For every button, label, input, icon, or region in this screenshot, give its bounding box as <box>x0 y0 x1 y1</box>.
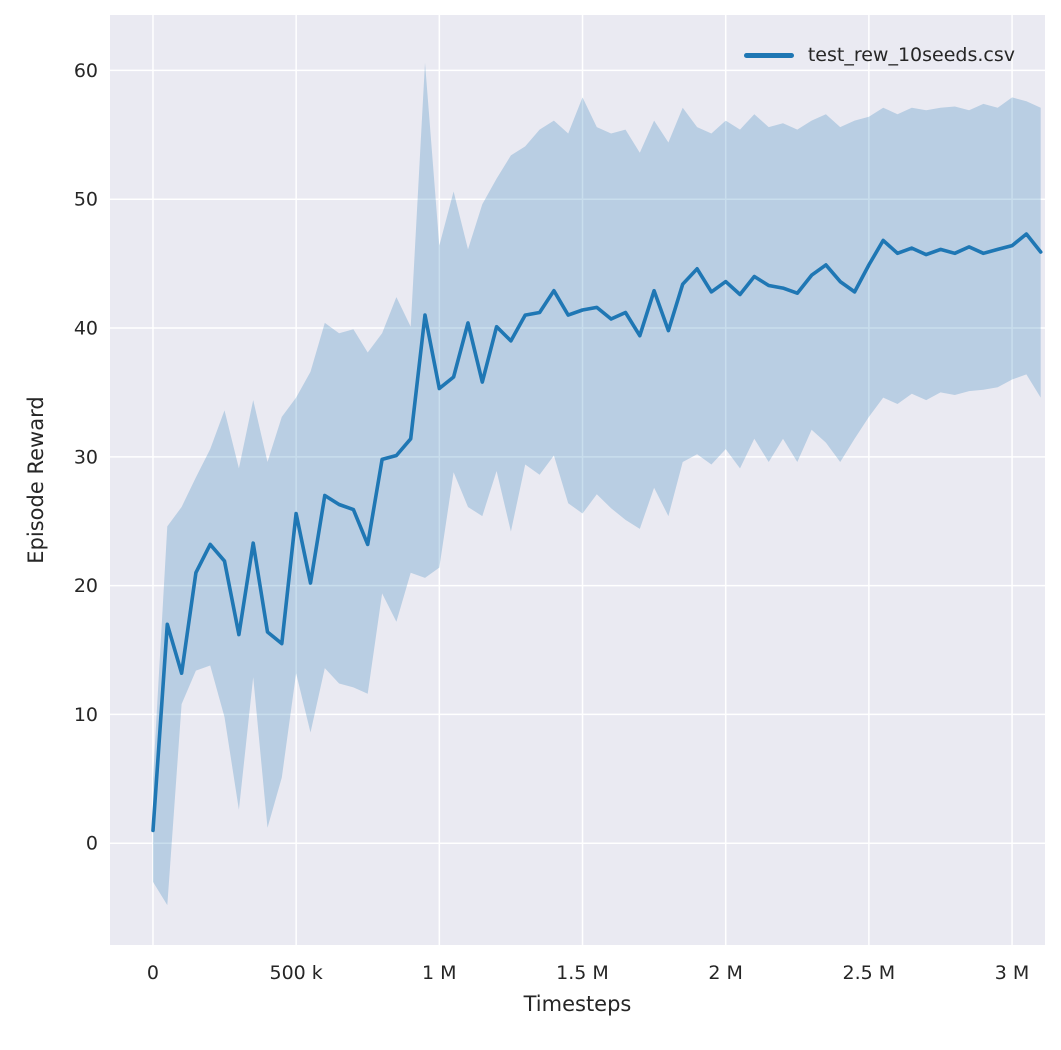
y-tick-label: 60 <box>74 60 98 82</box>
legend-line-swatch <box>743 52 794 58</box>
y-tick-label: 50 <box>74 189 98 211</box>
y-axis-label: Episode Reward <box>24 396 48 564</box>
y-tick-label: 40 <box>74 318 98 340</box>
mean-line <box>151 232 1043 833</box>
legend-label: test_rew_10seeds.csv <box>807 44 1015 66</box>
plot-area <box>110 15 1045 945</box>
y-tick-label: 20 <box>74 575 98 597</box>
y-tick-label: 30 <box>74 446 98 468</box>
confidence-band <box>153 62 1041 906</box>
x-tick-label: 2.5 M <box>843 962 896 984</box>
x-tick-label: 0 <box>147 962 159 984</box>
x-axis-label: Timesteps <box>523 992 632 1016</box>
x-tick-label: 1.5 M <box>556 962 609 984</box>
legend: test_rew_10seeds.csv <box>743 44 1015 66</box>
x-tick-label: 1 M <box>422 962 457 984</box>
x-tick-label: 3 M <box>995 962 1030 984</box>
y-tick-label: 10 <box>74 704 98 726</box>
y-tick-label: 0 <box>86 833 98 855</box>
x-tick-label: 2 M <box>708 962 743 984</box>
x-tick-label: 500 k <box>269 962 322 984</box>
